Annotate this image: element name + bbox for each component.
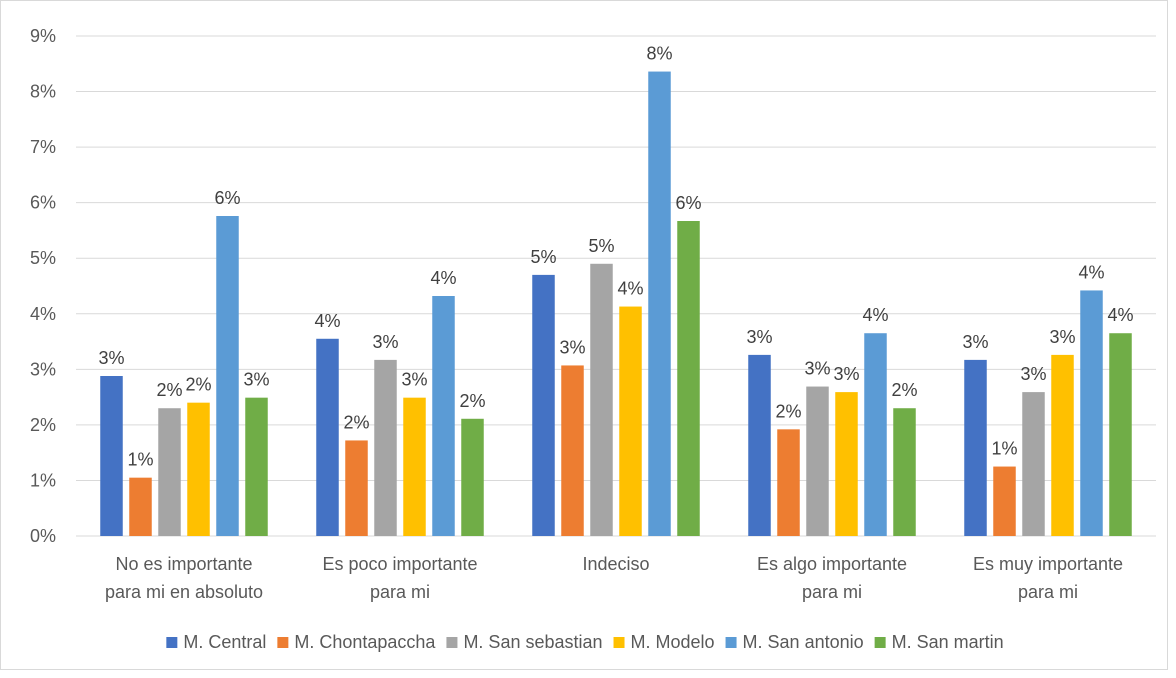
data-label: 3% xyxy=(1020,364,1046,384)
bar xyxy=(245,397,268,536)
data-label: 3% xyxy=(401,370,427,390)
bar xyxy=(158,408,181,536)
data-label: 2% xyxy=(775,401,801,421)
data-label: 6% xyxy=(675,193,701,213)
bar xyxy=(561,365,584,536)
x-category-label: para mi xyxy=(1018,582,1078,602)
data-label: 3% xyxy=(243,370,269,390)
y-tick-label: 8% xyxy=(30,82,56,102)
data-label: 2% xyxy=(891,380,917,400)
bar xyxy=(216,216,239,536)
data-label: 5% xyxy=(588,236,614,256)
data-label: 1% xyxy=(127,450,153,470)
bar xyxy=(532,274,555,536)
bar xyxy=(187,402,210,536)
y-tick-label: 4% xyxy=(30,304,56,324)
bar xyxy=(648,71,671,537)
x-category-label: para mi en absoluto xyxy=(105,582,263,602)
bar xyxy=(403,397,426,536)
bar xyxy=(374,359,397,536)
y-tick-label: 2% xyxy=(30,415,56,435)
x-category-label: para mi xyxy=(802,582,862,602)
bar xyxy=(619,306,642,536)
legend-swatch xyxy=(446,637,458,648)
bar xyxy=(129,477,152,536)
y-tick-label: 5% xyxy=(30,248,56,268)
bar xyxy=(345,440,368,536)
y-tick-label: 7% xyxy=(30,137,56,157)
data-label: 3% xyxy=(746,327,772,347)
data-label: 4% xyxy=(1107,305,1133,325)
data-label: 2% xyxy=(459,391,485,411)
data-label: 4% xyxy=(314,311,340,331)
data-label: 8% xyxy=(646,44,672,64)
data-label: 2% xyxy=(156,380,182,400)
legend-label: M. San martin xyxy=(892,632,1004,652)
x-category-label: para mi xyxy=(370,582,430,602)
legend-label: M. Central xyxy=(183,632,266,652)
data-label: 3% xyxy=(804,359,830,379)
data-label: 3% xyxy=(833,364,859,384)
bar xyxy=(806,386,829,536)
bar xyxy=(1022,392,1045,536)
data-label: 3% xyxy=(98,348,124,368)
data-label: 2% xyxy=(343,412,369,432)
x-category-label: Es poco importante xyxy=(322,554,477,574)
legend-label: M. San antonio xyxy=(743,632,864,652)
x-category-label: Es muy importante xyxy=(973,554,1123,574)
data-label: 2% xyxy=(185,375,211,395)
legend-swatch xyxy=(874,637,886,648)
data-label: 3% xyxy=(1049,327,1075,347)
bar xyxy=(1080,290,1103,536)
bar xyxy=(993,466,1016,536)
data-label: 3% xyxy=(372,332,398,352)
data-label: 4% xyxy=(862,305,888,325)
y-tick-label: 1% xyxy=(30,470,56,490)
legend-swatch xyxy=(277,637,289,648)
bar xyxy=(432,296,455,536)
legend-label: M. Modelo xyxy=(631,632,715,652)
bar xyxy=(864,333,887,536)
y-tick-label: 3% xyxy=(30,359,56,379)
bar xyxy=(461,418,484,536)
bar xyxy=(777,429,800,536)
bar xyxy=(316,338,339,536)
y-tick-label: 0% xyxy=(30,526,56,546)
legend-label: M. San sebastian xyxy=(463,632,602,652)
bar xyxy=(964,359,987,536)
bar xyxy=(590,263,613,536)
data-label: 3% xyxy=(962,332,988,352)
bar xyxy=(100,376,123,536)
y-tick-label: 9% xyxy=(30,26,56,46)
bar xyxy=(1051,354,1074,536)
bar xyxy=(677,221,700,536)
data-label: 4% xyxy=(1078,262,1104,282)
y-tick-label: 6% xyxy=(30,193,56,213)
legend-label: M. Chontapaccha xyxy=(294,632,436,652)
legend-swatch xyxy=(725,637,737,648)
data-label: 6% xyxy=(214,188,240,208)
data-label: 4% xyxy=(430,268,456,288)
bar xyxy=(893,408,916,536)
bar xyxy=(1109,333,1132,536)
data-label: 3% xyxy=(559,337,585,357)
x-category-label: Indeciso xyxy=(582,554,649,574)
x-category-label: No es importante xyxy=(115,554,252,574)
bar xyxy=(835,392,858,536)
bar xyxy=(748,354,771,536)
legend-swatch xyxy=(613,637,625,648)
data-label: 5% xyxy=(530,247,556,267)
legend-swatch xyxy=(166,637,178,648)
x-category-label: Es algo importante xyxy=(757,554,907,574)
data-label: 4% xyxy=(617,279,643,299)
data-label: 1% xyxy=(991,439,1017,459)
